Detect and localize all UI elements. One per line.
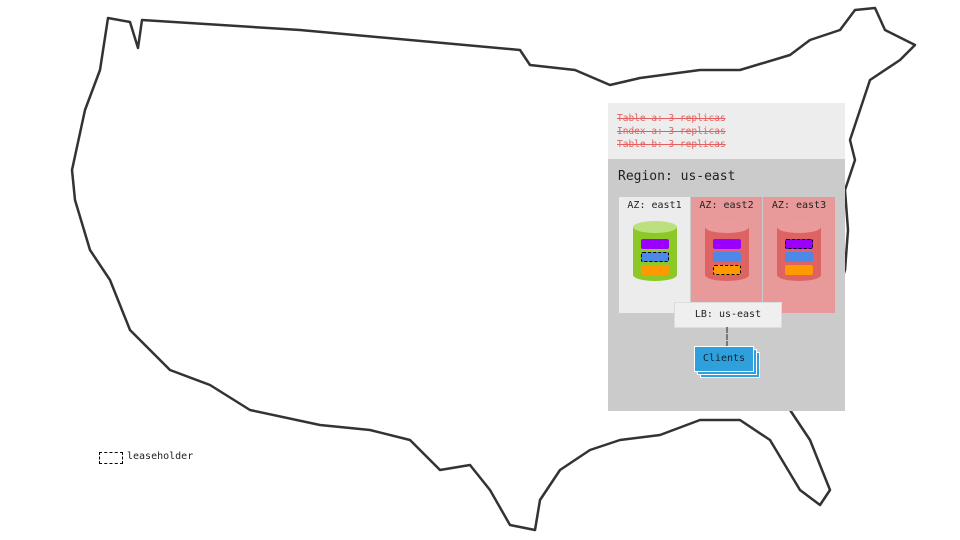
replica-line: Index a: 3 replicas: [617, 126, 726, 137]
zone-label: AZ: east2: [699, 200, 754, 211]
leaseholder-legend-icon: [99, 452, 123, 464]
range-replica: [641, 239, 669, 249]
range-replica: [641, 265, 669, 275]
range-replica: [713, 252, 741, 262]
zone-label: AZ: east1: [627, 200, 682, 211]
availability-zone: AZ: east2: [691, 197, 762, 313]
clients-box: Clients: [694, 346, 754, 372]
leaseholder-range: [713, 265, 741, 275]
region-label: Region: us-east: [618, 169, 736, 184]
range-replica: [785, 252, 813, 262]
database-cylinder-icon: [777, 221, 821, 281]
range-replica: [785, 265, 813, 275]
zone-label: AZ: east3: [771, 200, 827, 211]
replica-line: Table a: 3 replicas: [617, 113, 726, 124]
availability-zone: AZ: east1: [619, 197, 690, 313]
database-cylinder-icon: [705, 221, 749, 281]
range-replica: [713, 239, 741, 249]
availability-zone: AZ: east3: [763, 197, 835, 313]
legend-label: leaseholder: [127, 451, 194, 462]
load-balancer: LB: us-east: [674, 302, 782, 328]
connector-line: [726, 327, 728, 347]
replica-config-panel: [608, 103, 845, 159]
database-cylinder-icon: [633, 221, 677, 281]
leaseholder-range: [785, 239, 813, 249]
replica-line: Table b: 3 replicas: [617, 139, 726, 150]
leaseholder-range: [641, 252, 669, 262]
